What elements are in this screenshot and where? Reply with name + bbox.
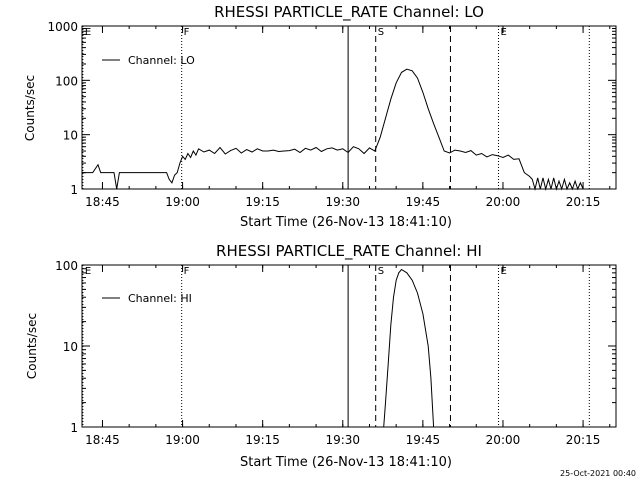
series-lines [82,68,589,191]
x-tick-label: 19:15 [245,195,280,209]
x-tick-label: 19:00 [165,433,200,447]
x-tick-label: 18:45 [85,195,120,209]
x-tick-label: 20:00 [486,433,521,447]
axis-ticks: 18:45 19:00 19:15 19:30 19:45 20:00 20:15 1 10 10… [55,259,616,447]
legend: Channel: LO [102,54,195,67]
marker-label: S [378,27,384,38]
x-tick-label: 19:45 [406,195,441,209]
chart-title: RHESSI PARTICLE_RATE Channel: LO [214,3,484,22]
series-line [82,68,589,191]
panel-hi: RHESSI PARTICLE_RATE Channel: HI E F S E 18… [25,242,617,470]
x-tick-label: 20:00 [486,195,521,209]
y-tick-label: 1 [70,421,78,435]
x-tick-label: 19:15 [245,433,280,447]
axis-ticks: 18:45 19:00 19:15 19:30 19:45 20:00 20:15 1 10 10… [47,20,616,209]
legend-label: Channel: LO [128,54,195,67]
x-tick-label: 18:45 [85,433,120,447]
y-axis-label: Counts/sec [23,75,37,141]
y-tick-label: 10 [63,340,78,354]
y-tick-label: 100 [55,259,78,273]
marker-label: F [184,266,190,277]
series-lines [383,268,435,428]
x-tick-label: 19:30 [325,433,360,447]
x-axis-label: Start Time (26-Nov-13 18:41:10) [240,455,452,470]
legend-label: Channel: HI [128,292,192,305]
plot-frame [81,264,617,428]
y-tick-label: 100 [55,74,78,88]
marker-label: E [85,266,91,277]
x-tick-label: 19:00 [165,195,200,209]
x-axis-label: Start Time (26-Nov-13 18:41:10) [240,215,452,230]
y-tick-label: 10 [63,129,78,143]
x-tick-label: 19:30 [325,195,360,209]
y-tick-label: 1000 [47,20,78,34]
marker-label: F [184,27,190,38]
chart-title: RHESSI PARTICLE_RATE Channel: HI [216,242,482,261]
x-tick-label: 19:45 [406,433,441,447]
marker-label: E [501,27,507,38]
x-tick-label: 20:15 [566,195,601,209]
footer-timestamp: 25-Oct-2021 00:40 [560,469,636,478]
y-tick-label: 1 [70,183,78,197]
y-axis-label: Counts/sec [25,313,39,379]
marker-label: E [85,27,91,38]
plot-frame [81,25,617,190]
series-line [383,268,435,428]
x-tick-label: 20:15 [566,433,601,447]
marker-label: E [501,266,507,277]
panel-lo: RHESSI PARTICLE_RATE Channel: LO E F S E 18… [23,3,617,230]
legend: Channel: HI [102,292,192,305]
marker-label: S [378,266,384,277]
